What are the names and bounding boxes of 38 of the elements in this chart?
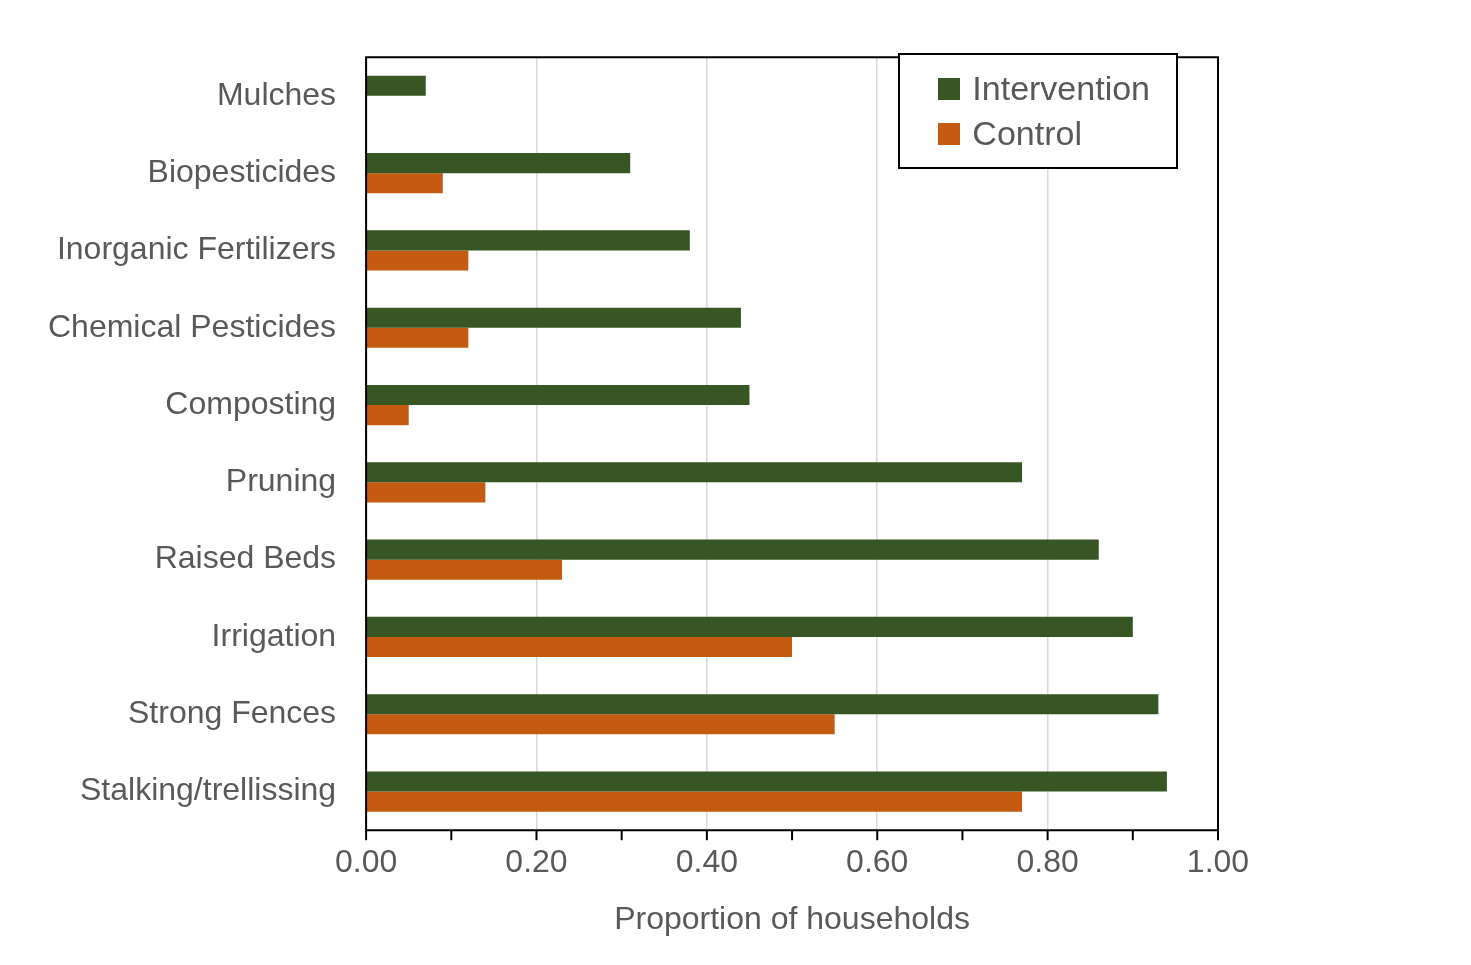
y-tick-label: Raised Beds [154,539,337,576]
bar [366,539,1099,560]
bar [366,230,690,251]
x-tick-label: 0.00 [334,843,398,880]
y-tick-label: Stalking/trellissing [80,771,337,808]
x-tick-label: 1.00 [1186,843,1250,880]
bar [366,384,750,406]
bar [366,250,469,271]
x-tick-label: 0.80 [1016,843,1079,880]
bar [366,462,1023,483]
y-tick-label: Irrigation [211,616,337,653]
bar [366,405,409,426]
bar [366,307,741,328]
legend-label: Control [972,114,1082,153]
y-tick-label: Biopesticides [147,152,337,189]
y-tick-label: Inorganic Fertilizers [56,230,337,267]
bar [366,791,1023,812]
bar [366,559,563,580]
x-tick-label: 0.40 [675,843,739,880]
y-tick-label: Chemical Pesticides [48,307,337,344]
y-tick-label: Strong Fences [128,694,337,731]
bar [366,616,1133,637]
bar [366,482,486,503]
x-tick-label: 0.60 [846,843,909,880]
legend-label: Intervention [972,69,1150,108]
bar [366,75,426,96]
y-tick-label: Mulches [216,75,337,112]
bar [366,153,631,174]
bar [366,694,1159,715]
y-tick-label: Pruning [225,462,337,499]
bar [366,771,1167,792]
x-axis-title: Proportion of households [614,899,970,936]
bar [366,173,443,194]
bar [366,327,469,348]
y-tick-label: Composting [165,384,337,421]
bar [366,636,793,658]
bar [366,714,835,735]
x-tick-label: 0.20 [505,843,568,880]
